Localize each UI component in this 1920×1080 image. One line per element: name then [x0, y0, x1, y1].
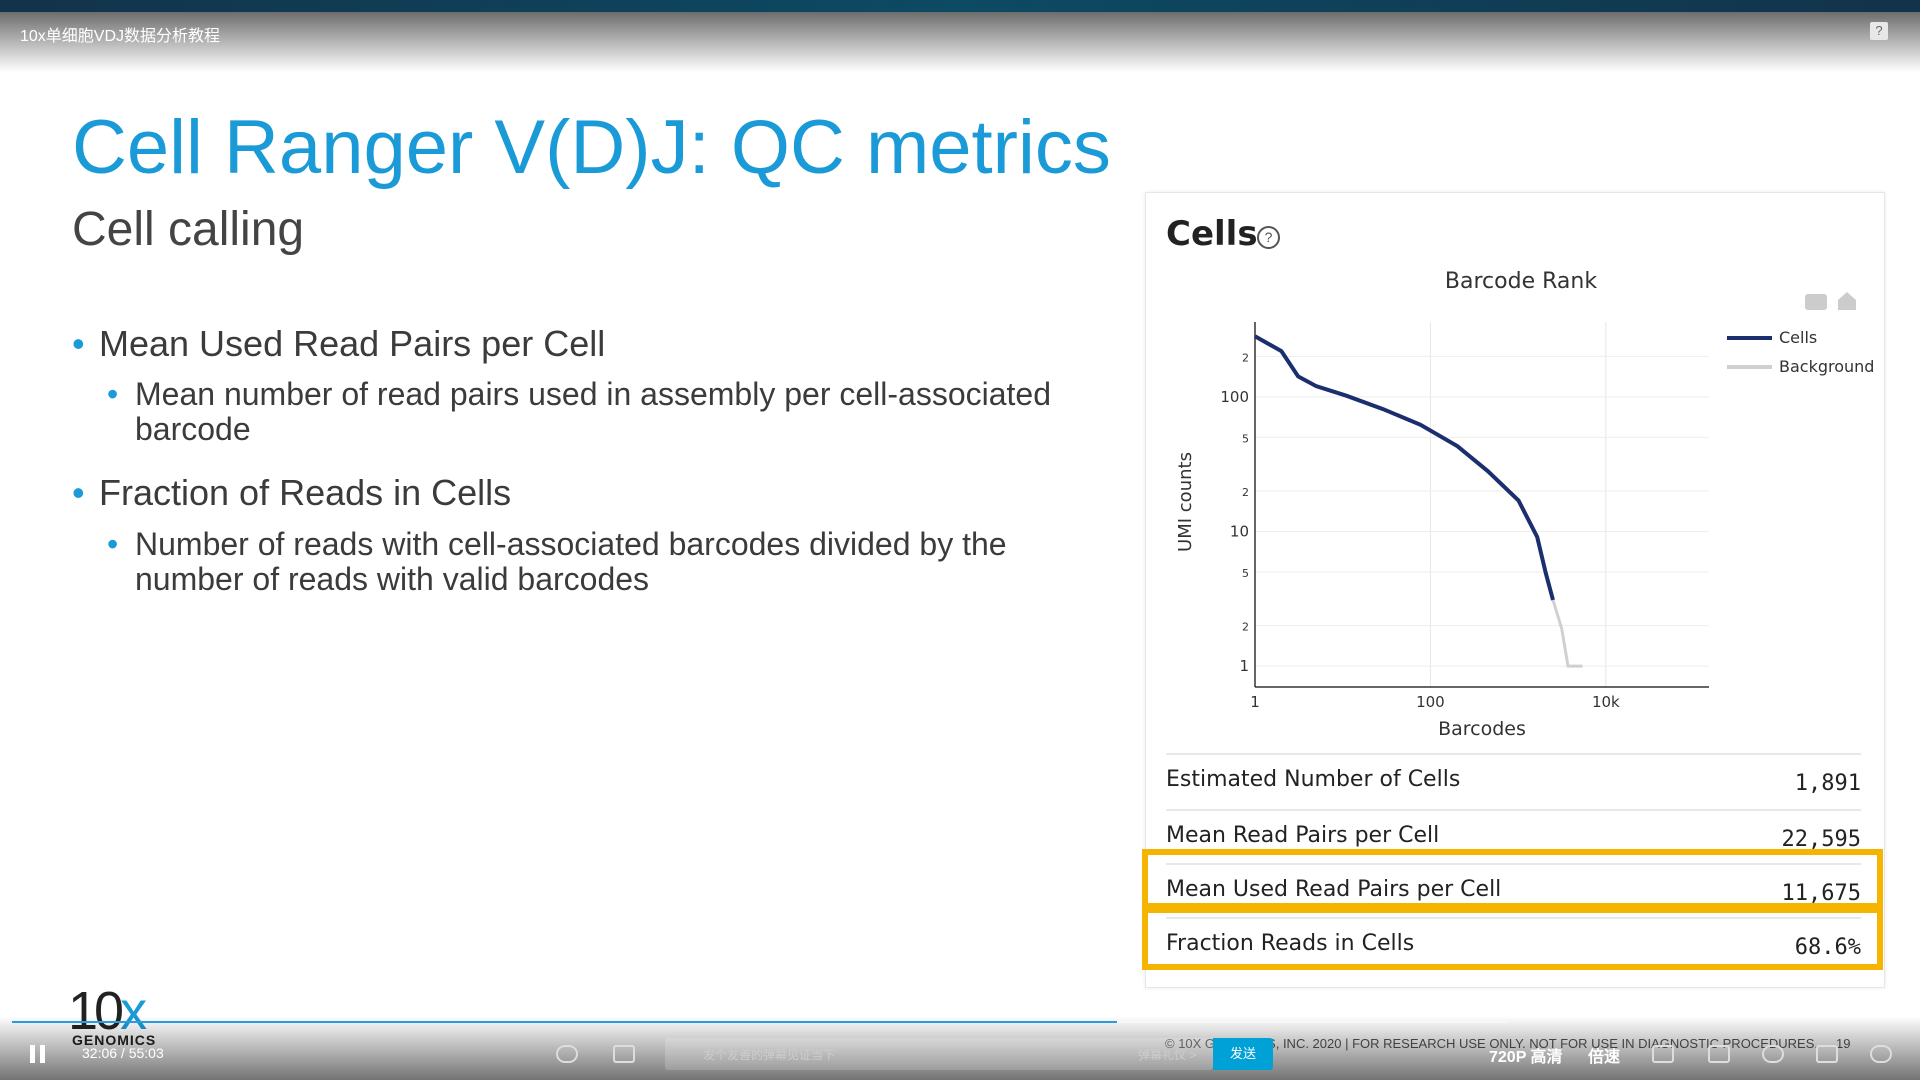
widescreen-button[interactable] [1816, 1045, 1838, 1063]
progress-played[interactable] [12, 1021, 1117, 1023]
table-row: Estimated Number of Cells 1,891 [1166, 753, 1861, 809]
sub-bullet-text: Number of reads with cell-associated bar… [135, 526, 1007, 597]
danmaku-etiquette[interactable]: 弹幕礼仪 > [1138, 1048, 1197, 1062]
table-row: Mean Read Pairs per Cell 22,595 [1166, 809, 1861, 865]
metric-label: Fraction Reads in Cells [1166, 931, 1415, 956]
sub-bullet: Mean number of read pairs used in assemb… [107, 377, 1067, 447]
highlight-box [1142, 849, 1883, 909]
series-line [1551, 599, 1583, 668]
bullet-text: Mean Used Read Pairs per Cell [99, 323, 606, 364]
series-line [1254, 334, 1555, 601]
table-row: Fraction Reads in Cells 68.6% [1166, 917, 1861, 973]
volume-button[interactable] [1708, 1045, 1730, 1063]
y-tick-label: 2 [1242, 351, 1249, 364]
home-icon[interactable] [1838, 292, 1856, 310]
y-axis-label: UMI counts [1175, 452, 1196, 552]
subtitle-button[interactable] [1652, 1045, 1674, 1063]
legend-label: Background [1779, 357, 1874, 376]
y-tick-label: 5 [1242, 432, 1249, 445]
top-fade [0, 12, 1920, 72]
y-tick-label: 2 [1242, 621, 1249, 634]
slide-title: Cell Ranger V(D)J: QC metrics [72, 105, 1111, 190]
metric-label: Mean Used Read Pairs per Cell [1166, 877, 1502, 902]
info-icon[interactable]: ? [1257, 226, 1280, 249]
player-bar [0, 1016, 1920, 1080]
y-tick-label: 5 [1242, 567, 1249, 580]
panel-title: Cells [1166, 214, 1258, 254]
send-button[interactable]: 发送 [1213, 1038, 1273, 1070]
camera-icon[interactable] [1805, 294, 1827, 310]
video-title: 10x单细胞VDJ数据分析教程 [20, 28, 221, 45]
legend-label: Cells [1779, 328, 1817, 347]
bullet-text: Fraction of Reads in Cells [99, 472, 512, 513]
help-button[interactable]: ? [1870, 22, 1888, 40]
danmaku-placeholder: 发个友善的弹幕见证当下 [703, 1048, 836, 1062]
slide-subtitle: Cell calling [72, 203, 305, 256]
x-tick-label: 1 [1250, 693, 1260, 711]
metric-value: 11,675 [1781, 881, 1861, 906]
chart-title: Barcode Rank [1445, 269, 1597, 294]
metric-label: Estimated Number of Cells [1166, 767, 1461, 792]
highlight-box [1142, 907, 1883, 970]
speed-button[interactable]: 倍速 [1588, 1049, 1621, 1066]
time: 32:06 / 55:03 [82, 1045, 164, 1061]
y-tick-label: 10 [1230, 523, 1249, 541]
danmaku-toggle[interactable] [556, 1045, 578, 1063]
sub-bullet-text: Mean number of read pairs used in assemb… [135, 376, 1052, 447]
quality-button[interactable]: 720P 高清 [1489, 1049, 1563, 1066]
table-row: Mean Used Read Pairs per Cell 11,675 [1166, 863, 1861, 919]
metric-label: Mean Read Pairs per Cell [1166, 823, 1440, 848]
y-tick-label: 2 [1242, 486, 1249, 499]
x-tick-label: 100 [1416, 693, 1445, 711]
barcode-rank-chart: Barcode Rank Barcodes UMI counts 1 100 10k… [1175, 269, 1874, 740]
sub-bullet: Number of reads with cell-associated bar… [107, 527, 1067, 597]
top-strip [0, 0, 1920, 12]
metric-value: 68.6% [1794, 935, 1861, 960]
metric-value: 1,891 [1794, 771, 1861, 796]
settings-button[interactable] [1762, 1045, 1784, 1063]
y-tick-label: 100 [1220, 388, 1249, 406]
progress-remaining[interactable] [1117, 1021, 1508, 1023]
fullscreen-button[interactable] [1870, 1045, 1892, 1063]
y-tick-label: 1 [1239, 657, 1249, 675]
x-axis-label: Barcodes [1438, 718, 1526, 740]
bullet: Mean Used Read Pairs per Cell [72, 323, 605, 365]
danmaku-input[interactable] [665, 1038, 1213, 1070]
x-tick-label: 10k [1592, 693, 1620, 711]
danmaku-settings[interactable] [613, 1045, 635, 1063]
pause-button[interactable] [30, 1045, 46, 1063]
metrics-panel [1145, 192, 1885, 988]
metric-value: 22,595 [1781, 827, 1861, 852]
bullet: Fraction of Reads in Cells [72, 472, 511, 514]
